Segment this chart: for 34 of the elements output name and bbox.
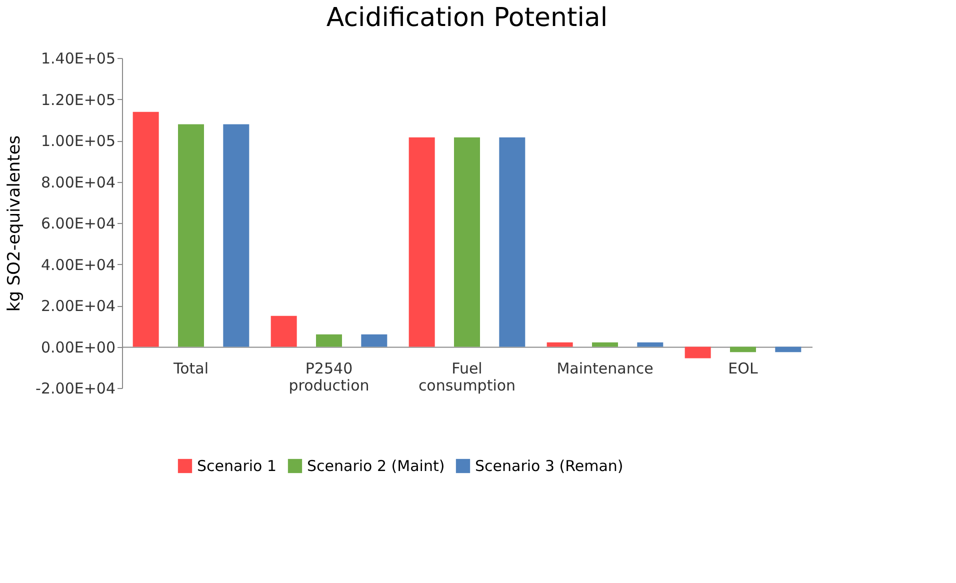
bar — [775, 346, 802, 352]
legend-label: Scenario 2 (Maint) — [307, 457, 445, 475]
y-tick-label: 1.40E+05 — [40, 50, 116, 68]
bar — [223, 124, 250, 347]
bar — [132, 112, 159, 347]
y-tick-label: 8.00E+04 — [40, 173, 116, 192]
legend-label: Scenario 1 — [197, 457, 277, 475]
legend-label: Scenario 3 (Reman) — [475, 457, 624, 475]
y-axis-title: kg SO2-equivalentes — [4, 135, 25, 312]
bar — [592, 342, 618, 347]
bar — [408, 137, 435, 347]
bar — [178, 124, 204, 347]
y-tick-label: 0.00E+00 — [40, 338, 116, 356]
bar — [316, 334, 342, 347]
bar — [684, 346, 711, 358]
y-tick-label: -2.00E+04 — [36, 380, 116, 398]
y-tick-label: 4.00E+04 — [40, 256, 116, 274]
y-tick-label: 1.20E+05 — [40, 90, 116, 109]
x-tick-label: Total — [172, 359, 209, 378]
bar — [361, 334, 388, 347]
bar — [270, 316, 297, 347]
y-tick-label: 6.00E+04 — [40, 214, 116, 232]
bar — [499, 137, 526, 347]
x-tick-label: Maintenance — [556, 359, 654, 378]
bar — [454, 137, 480, 347]
y-tick-label: 1.00E+05 — [40, 132, 116, 150]
x-tick-label: EOL — [728, 359, 758, 378]
chart-title: Acidification Potential — [326, 3, 608, 33]
bar — [637, 342, 664, 347]
y-tick-label: 2.00E+04 — [40, 297, 116, 315]
bar — [546, 342, 573, 347]
x-tick-label: Fuel consumption — [418, 359, 516, 394]
x-tick-label: P2540 production — [288, 359, 370, 394]
bar — [730, 346, 756, 352]
